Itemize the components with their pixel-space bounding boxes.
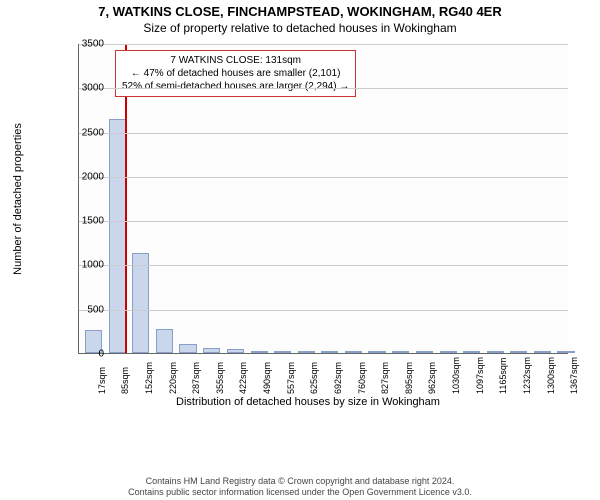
- annotation-line-1: 7 WATKINS CLOSE: 131sqm: [122, 54, 349, 67]
- chart-title: 7, WATKINS CLOSE, FINCHAMPSTEAD, WOKINGH…: [0, 4, 600, 19]
- plot-area: 7 WATKINS CLOSE: 131sqm ← 47% of detache…: [78, 44, 568, 354]
- histogram-bar: [321, 351, 338, 353]
- histogram-bar: [487, 351, 504, 353]
- histogram-bar: [440, 351, 457, 353]
- chart-subtitle: Size of property relative to detached ho…: [0, 21, 600, 35]
- histogram-bar: [534, 351, 551, 353]
- histogram-bar: [109, 119, 126, 353]
- histogram-bar: [392, 351, 409, 353]
- x-tick-label: 422sqm: [238, 362, 248, 394]
- histogram-bar: [557, 351, 574, 353]
- x-tick-label: 490sqm: [262, 362, 272, 394]
- x-tick-label: 355sqm: [215, 362, 225, 394]
- footer-attribution: Contains HM Land Registry data © Crown c…: [0, 476, 600, 498]
- y-tick-label: 3000: [74, 83, 104, 94]
- footer-line-1: Contains HM Land Registry data © Crown c…: [0, 476, 600, 487]
- x-tick-label: 1367sqm: [569, 357, 579, 394]
- x-tick-label: 287sqm: [191, 362, 201, 394]
- y-tick-label: 1000: [74, 260, 104, 271]
- gridline: [79, 310, 568, 311]
- gridline: [79, 88, 568, 89]
- y-tick-label: 2000: [74, 171, 104, 182]
- x-tick-label: 220sqm: [168, 362, 178, 394]
- x-tick-label: 895sqm: [404, 362, 414, 394]
- histogram-bar: [156, 329, 173, 353]
- histogram-bar: [251, 351, 268, 353]
- gridline: [79, 221, 568, 222]
- histogram-bar: [510, 351, 527, 353]
- x-tick-label: 760sqm: [357, 362, 367, 394]
- y-tick-label: 2500: [74, 127, 104, 138]
- annotation-line-2: ← 47% of detached houses are smaller (2,…: [122, 67, 349, 80]
- x-tick-label: 1232sqm: [522, 357, 532, 394]
- x-tick-label: 827sqm: [380, 362, 390, 394]
- histogram-bar: [463, 351, 480, 353]
- x-tick-label: 692sqm: [333, 362, 343, 394]
- y-tick-label: 3500: [74, 39, 104, 50]
- histogram-bar: [368, 351, 385, 353]
- x-tick-label: 557sqm: [286, 362, 296, 394]
- annotation-line-3: 52% of semi-detached houses are larger (…: [122, 80, 349, 93]
- x-tick-label: 152sqm: [144, 362, 154, 394]
- gridline: [79, 177, 568, 178]
- x-tick-label: 1300sqm: [546, 357, 556, 394]
- x-tick-label: 17sqm: [97, 367, 107, 394]
- histogram-bar: [345, 351, 362, 353]
- gridline: [79, 44, 568, 45]
- annotation-box: 7 WATKINS CLOSE: 131sqm ← 47% of detache…: [115, 50, 356, 97]
- y-tick-label: 0: [74, 349, 104, 360]
- x-tick-label: 625sqm: [309, 362, 319, 394]
- x-tick-label: 85sqm: [120, 367, 130, 394]
- x-tick-label: 1030sqm: [451, 357, 461, 394]
- histogram-bar: [179, 344, 196, 353]
- x-tick-label: 1165sqm: [498, 358, 508, 394]
- histogram-bar: [274, 351, 291, 353]
- gridline: [79, 133, 568, 134]
- footer-line-2: Contains public sector information licen…: [0, 487, 600, 498]
- x-axis-label: Distribution of detached houses by size …: [48, 396, 568, 458]
- x-tick-label: 1097sqm: [475, 357, 485, 394]
- gridline: [79, 265, 568, 266]
- histogram-bar: [416, 351, 433, 353]
- histogram-bar: [298, 351, 315, 353]
- title-block: 7, WATKINS CLOSE, FINCHAMPSTEAD, WOKINGH…: [0, 0, 600, 35]
- histogram-bar: [227, 349, 244, 353]
- y-axis-label: Number of detached properties: [12, 123, 24, 275]
- histogram-bar: [203, 348, 220, 353]
- x-tick-label: 962sqm: [427, 362, 437, 394]
- histogram-bar: [132, 253, 149, 353]
- y-tick-label: 1500: [74, 216, 104, 227]
- y-tick-label: 500: [74, 304, 104, 315]
- chart-container: Number of detached properties 7 WATKINS …: [48, 44, 568, 404]
